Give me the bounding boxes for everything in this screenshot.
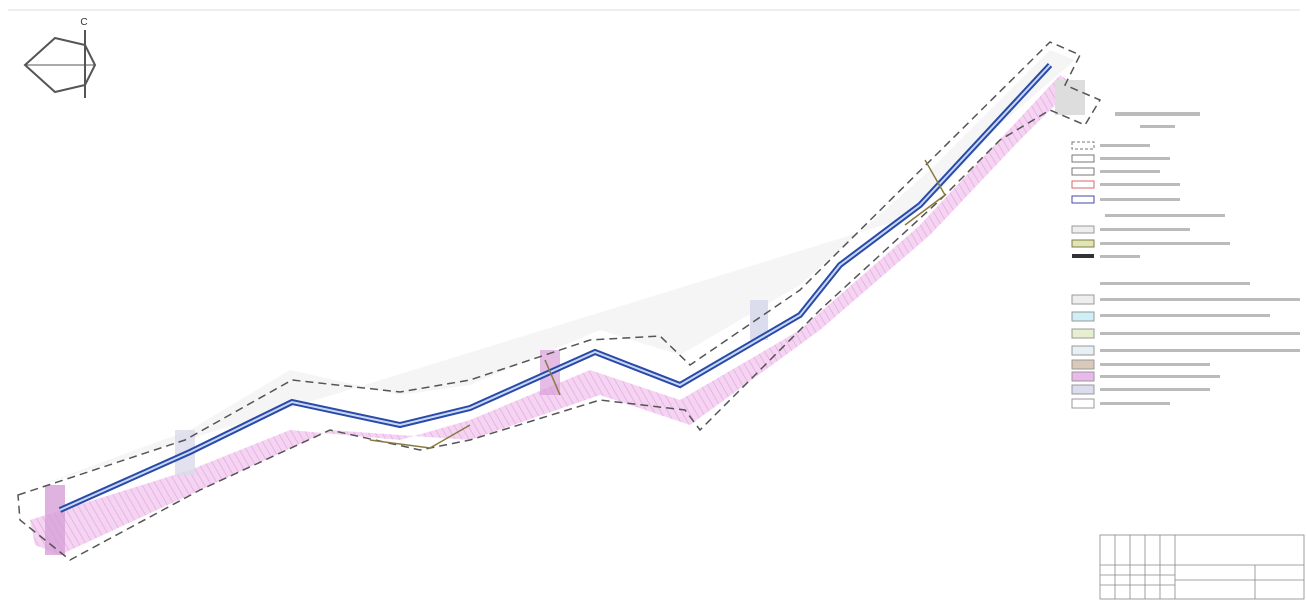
route-line-inner: [59, 64, 1051, 511]
title-block: [1099, 534, 1305, 600]
north-label: С: [80, 17, 87, 28]
plot-lines: [369, 159, 946, 449]
north-arrow: С: [23, 17, 97, 98]
legend: [1071, 112, 1300, 409]
